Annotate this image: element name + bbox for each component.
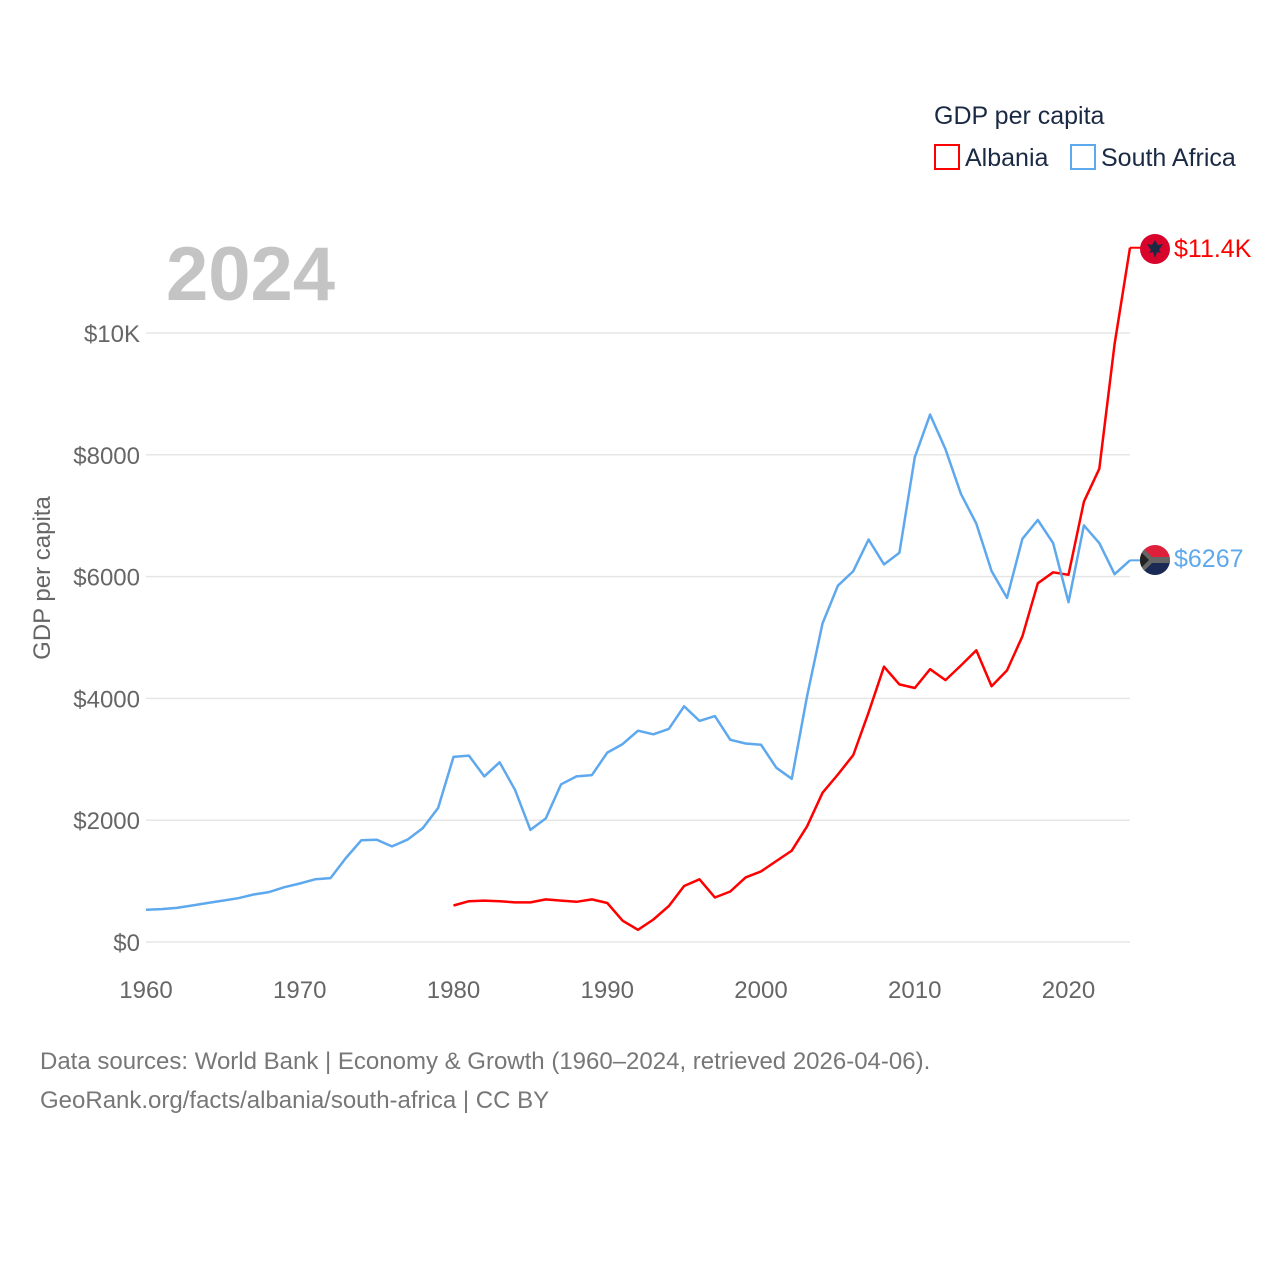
y-axis-ticks: $0 $2000 $4000 $6000 $8000 $10K [73, 321, 140, 957]
albania-flag-icon [1140, 234, 1170, 264]
series-line-south-africa [145, 413, 1131, 911]
series-line-albania [453, 247, 1132, 932]
gridlines [146, 332, 1130, 943]
legend-label-south-africa[interactable]: South Africa [1101, 144, 1236, 172]
y-tick-label: $2000 [73, 808, 140, 835]
series-lines [145, 246, 1142, 932]
y-tick-label: $10K [84, 321, 140, 348]
x-tick-label: 2000 [734, 977, 787, 1004]
south-africa-flag-icon [1140, 545, 1170, 575]
year-watermark: 2024 [166, 232, 335, 317]
x-tick-label: 1960 [119, 977, 172, 1004]
footer-link[interactable]: GeoRank.org/facts/albania/south-africa |… [40, 1087, 549, 1114]
albania-end-label: $11.4K [1174, 235, 1252, 263]
x-tick-label: 1980 [427, 977, 480, 1004]
y-tick-label: $6000 [73, 565, 140, 592]
x-tick-label: 1970 [273, 977, 326, 1004]
south-africa-end-label: $6267 [1174, 545, 1244, 573]
y-tick-label: $8000 [73, 443, 140, 470]
footer-sources: Data sources: World Bank | Economy & Gro… [40, 1048, 930, 1075]
x-tick-label: 1990 [581, 977, 634, 1004]
x-tick-label: 2010 [888, 977, 941, 1004]
legend-title: GDP per capita [934, 102, 1105, 130]
legend-swatch-albania[interactable] [934, 144, 960, 170]
y-tick-label: $4000 [73, 686, 140, 713]
y-tick-label: $0 [113, 930, 140, 957]
legend-swatch-south-africa[interactable] [1070, 144, 1096, 170]
x-tick-label: 2020 [1042, 977, 1095, 1004]
legend: GDP per capita Albania South Africa [934, 102, 1236, 172]
legend-label-albania[interactable]: Albania [965, 144, 1048, 172]
y-axis-label: GDP per capita [29, 496, 56, 660]
x-axis-ticks: 1960 1970 1980 1990 2000 2010 2020 [119, 977, 1095, 1004]
